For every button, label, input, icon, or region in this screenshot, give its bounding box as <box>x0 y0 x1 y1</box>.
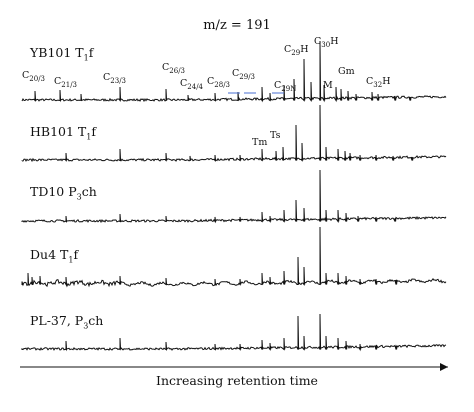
peak-label: C29/3 <box>232 68 256 81</box>
trace-yb101 <box>21 40 447 103</box>
peak-label: C29H <box>284 44 309 57</box>
peak-label: C28/3 <box>207 76 231 89</box>
peak-label: Ts <box>270 130 281 141</box>
peak-label: Tm <box>252 137 268 148</box>
chart-title-text: m/z = 191 <box>203 18 271 33</box>
trace-hb101 <box>21 104 447 163</box>
peak-label: M <box>323 80 333 91</box>
sample-label: Du4 T1f <box>30 247 79 265</box>
peak-label: C26/3 <box>162 62 186 75</box>
trace-td10 <box>21 169 447 224</box>
trace-pl37 <box>21 313 447 352</box>
peak-label: C30H <box>314 36 339 49</box>
chart-title: m/z = 191 <box>0 18 474 33</box>
sample-label: PL-37, P3ch <box>30 313 104 331</box>
peak-label: C21/3 <box>54 76 78 89</box>
peak-label: C32H <box>366 76 391 89</box>
peak-label: C20/3 <box>22 70 46 83</box>
peak-label: C29N <box>274 80 297 93</box>
peak-label: C23/3 <box>103 72 127 85</box>
sample-label: TD10 P3ch <box>30 184 97 202</box>
x-axis-label: Increasing retention time <box>156 373 318 388</box>
sample-label: YB101 T1f <box>30 45 94 63</box>
trace-du4 <box>21 226 447 288</box>
peak-label: Gm <box>338 66 355 77</box>
sample-label: HB101 T1f <box>30 124 96 142</box>
peak-label: C24/4 <box>180 78 204 91</box>
arrow-head-icon <box>440 363 448 371</box>
